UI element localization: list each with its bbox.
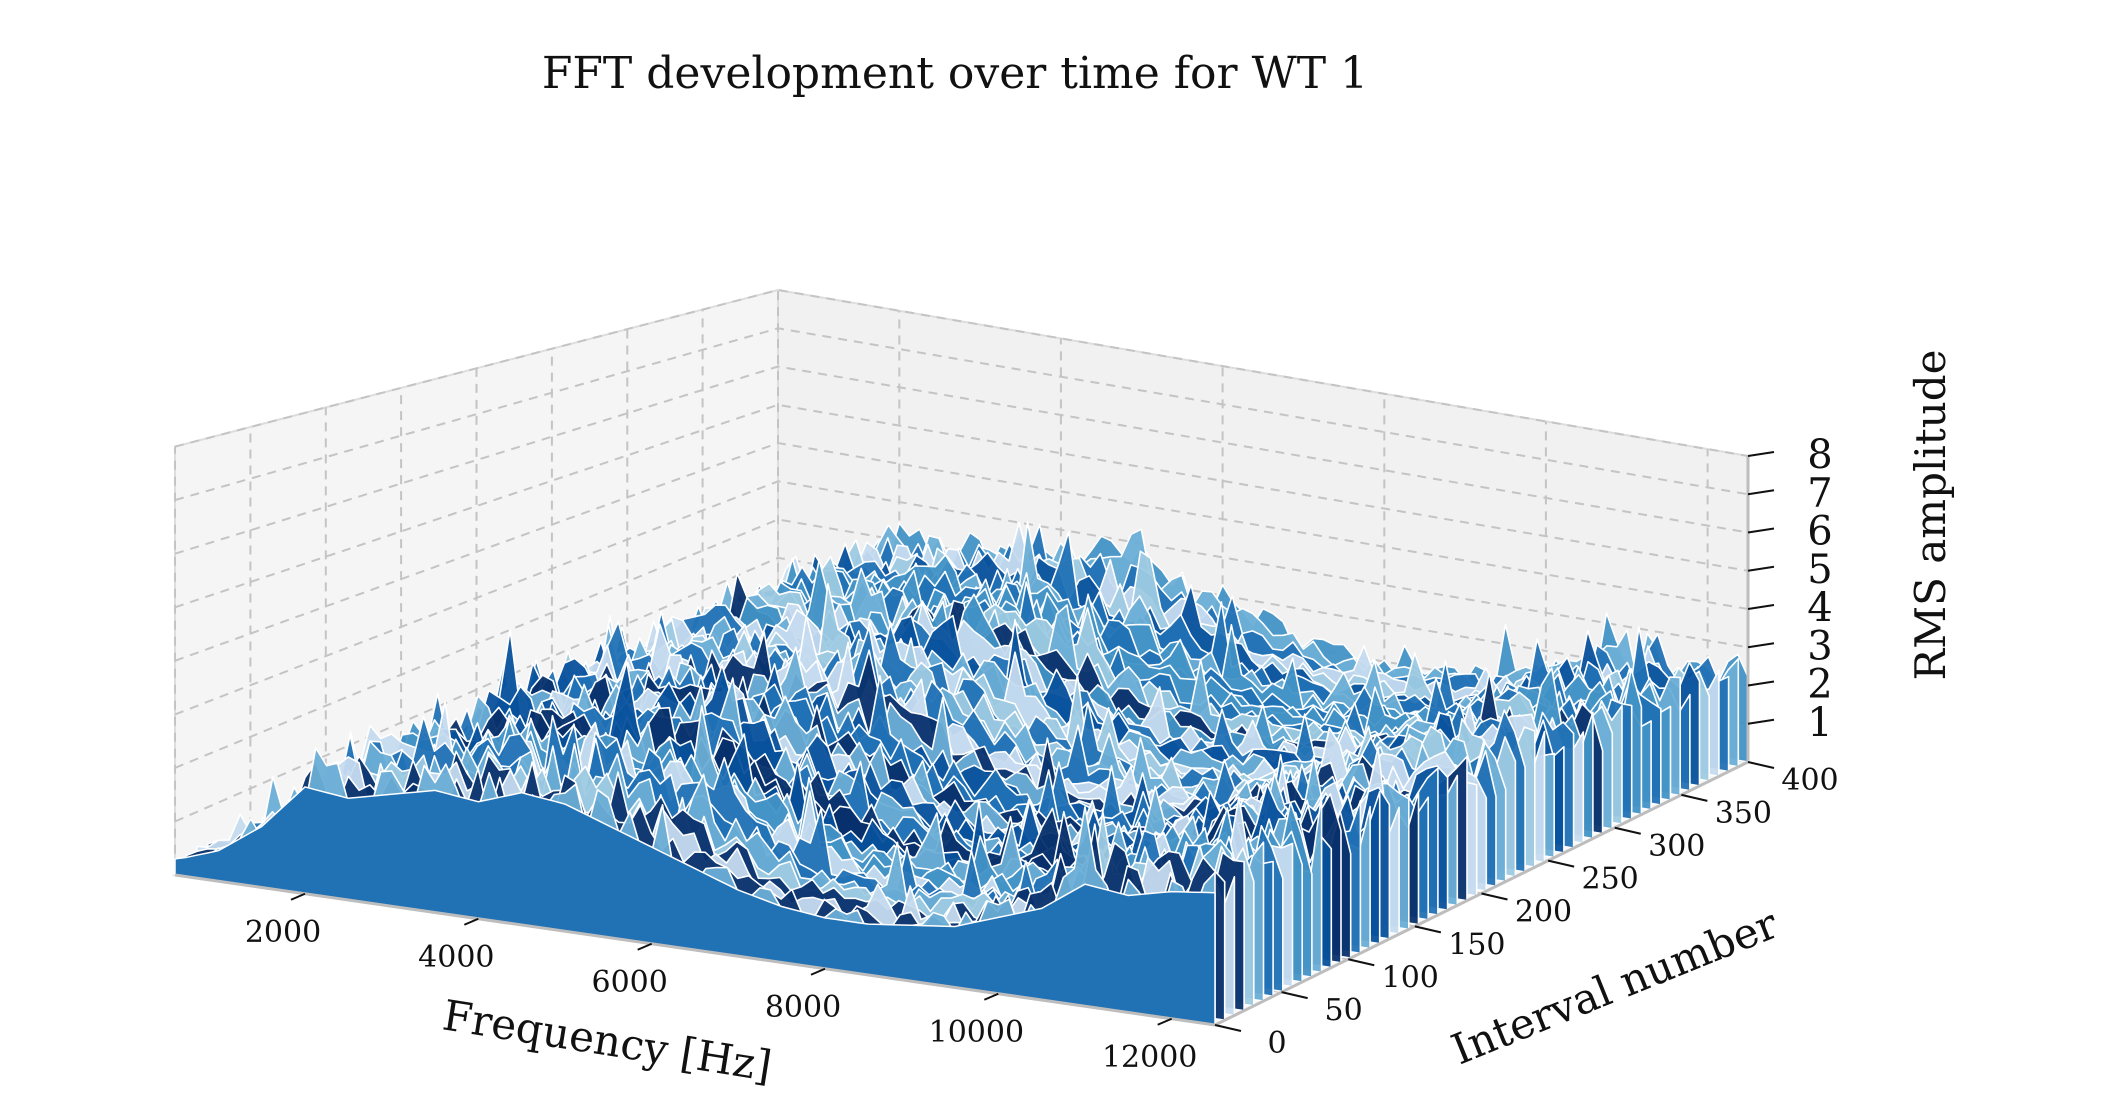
x-tick-label: 12000 <box>1102 1040 1197 1075</box>
waterfall-front-slice <box>174 786 1216 1026</box>
x-axis-label: Frequency [Hz] <box>439 991 775 1091</box>
x-axis-line <box>174 873 1216 1027</box>
gridline-z <box>174 441 1749 662</box>
gridline-x <box>824 393 1386 970</box>
y-tick-label: 100 <box>1382 960 1439 995</box>
x-tick-label: 2000 <box>245 915 321 950</box>
y-tick <box>1547 859 1575 868</box>
z-tick-label: 3 <box>1807 623 1832 669</box>
y-tick-label: 150 <box>1448 927 1505 962</box>
z-tick <box>1747 642 1775 649</box>
x-tick-label: 4000 <box>418 940 494 975</box>
y-tick-label: 350 <box>1715 796 1772 831</box>
gridline-z <box>174 365 1749 555</box>
z-tick-label: 1 <box>1807 700 1832 746</box>
z-tick <box>1747 718 1775 725</box>
x-tick <box>290 892 306 901</box>
y-axis-label: Interval number <box>1445 899 1786 1075</box>
gridline-y <box>174 446 1216 1026</box>
chart-title: FFT development over time for WT 1 <box>542 48 1368 99</box>
z-tick-label: 6 <box>1807 509 1832 555</box>
z-tick <box>1747 527 1775 534</box>
y-tick <box>1681 793 1708 802</box>
x-tick <box>810 967 826 976</box>
y-tick <box>1348 958 1375 967</box>
z-tick <box>1747 451 1775 457</box>
y-tick <box>1614 826 1641 835</box>
y-tick <box>1747 761 1775 769</box>
gridline-z <box>174 403 1749 609</box>
z-tick-label: 4 <box>1807 585 1832 631</box>
z-axis-label: RMS amplitude <box>1906 349 1955 680</box>
z-tick <box>1747 680 1775 687</box>
gridline-z <box>174 480 1749 716</box>
y-tick-label: 0 <box>1267 1026 1286 1061</box>
waterfall-surface <box>174 521 1749 1026</box>
x-tick <box>637 942 653 951</box>
x-tick-label: 8000 <box>765 990 841 1025</box>
x-tick-label: 6000 <box>591 965 667 1000</box>
x-tick <box>1157 1017 1173 1026</box>
z-tick <box>1747 565 1775 572</box>
z-tick-label: 2 <box>1807 662 1832 708</box>
y-tick <box>1414 925 1442 934</box>
y-tick-label: 250 <box>1581 862 1638 897</box>
x-tick <box>463 917 479 926</box>
z-tick-label: 5 <box>1807 547 1832 593</box>
y-tick-label: 200 <box>1515 895 1572 930</box>
y-tick <box>1214 1024 1242 1032</box>
y-tick <box>1281 991 1308 1000</box>
z-tick <box>1747 604 1775 610</box>
gridline-z <box>174 327 1749 502</box>
y-tick-label: 50 <box>1325 993 1363 1028</box>
z-tick-label: 7 <box>1807 470 1832 516</box>
x-tick-label: 10000 <box>929 1015 1024 1050</box>
x-tick <box>983 992 999 1001</box>
y-tick-label: 300 <box>1648 829 1705 864</box>
y-tick-label: 400 <box>1781 763 1838 798</box>
y-tick <box>1481 892 1508 901</box>
z-tick <box>1747 489 1775 496</box>
gridline-z <box>174 556 1749 823</box>
z-tick-label: 8 <box>1807 432 1832 478</box>
